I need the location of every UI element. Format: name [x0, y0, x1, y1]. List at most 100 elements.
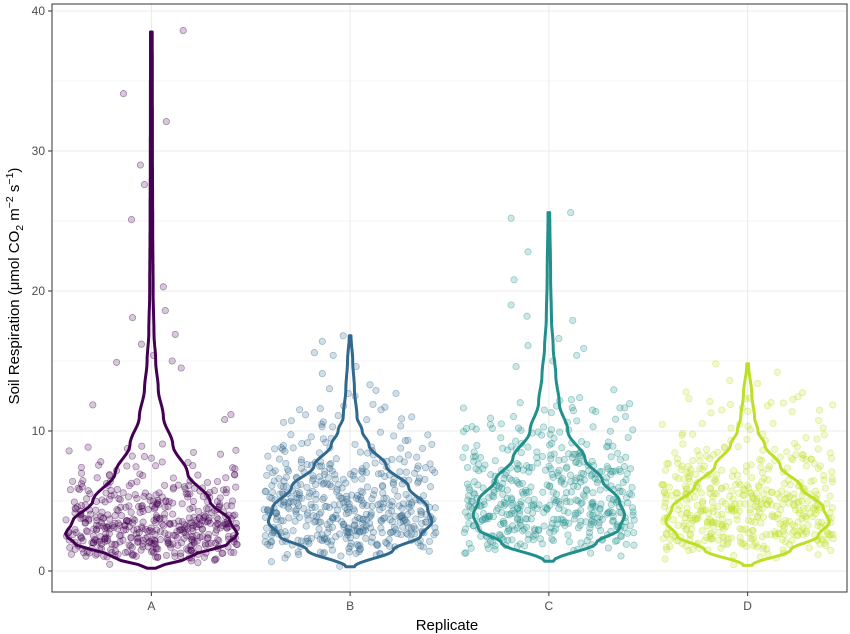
data-point	[221, 520, 230, 528]
data-point	[583, 440, 591, 448]
data-point	[231, 471, 239, 479]
data-point	[730, 507, 738, 515]
data-point	[184, 490, 192, 498]
data-point	[148, 527, 156, 536]
data-point	[351, 475, 359, 483]
data-point	[689, 430, 697, 438]
data-point	[405, 494, 413, 502]
data-point	[195, 520, 203, 529]
data-point	[707, 529, 715, 537]
data-point	[580, 476, 588, 484]
data-point	[703, 518, 711, 526]
data-point	[549, 488, 557, 496]
data-point	[727, 424, 735, 432]
data-point	[343, 492, 351, 500]
data-point	[319, 435, 327, 443]
data-point	[422, 518, 430, 526]
data-point	[311, 503, 319, 511]
data-point	[193, 531, 201, 540]
data-point	[106, 515, 114, 523]
data-point	[660, 488, 668, 496]
outlier-point	[754, 379, 762, 387]
data-point	[577, 539, 585, 547]
data-point	[323, 480, 332, 488]
data-point	[359, 515, 367, 523]
data-point	[410, 469, 419, 477]
data-point	[99, 522, 107, 530]
data-point	[98, 496, 106, 504]
data-point	[552, 497, 560, 505]
data-point	[113, 506, 121, 514]
data-point	[524, 535, 532, 543]
data-point	[816, 462, 824, 470]
data-point	[193, 520, 201, 528]
data-point	[268, 531, 276, 539]
data-point	[85, 515, 93, 523]
data-point	[576, 474, 584, 482]
data-point	[386, 516, 394, 524]
data-point	[603, 462, 611, 471]
data-point	[515, 480, 523, 488]
data-point	[169, 540, 177, 548]
data-point	[319, 418, 327, 426]
data-point	[607, 453, 615, 461]
data-point	[505, 526, 513, 534]
data-point	[77, 463, 85, 471]
data-point	[508, 522, 517, 530]
data-point	[227, 502, 236, 510]
data-point	[424, 431, 432, 439]
data-point	[591, 503, 599, 511]
data-point	[480, 497, 488, 506]
data-point	[543, 505, 551, 513]
data-point	[726, 492, 734, 500]
data-point	[133, 525, 141, 533]
data-point	[140, 453, 149, 461]
data-point	[560, 507, 568, 515]
data-point	[782, 519, 790, 527]
data-point	[502, 469, 510, 477]
outlier-point	[779, 399, 787, 407]
data-point	[101, 535, 109, 543]
data-point	[826, 492, 834, 500]
data-point	[312, 517, 320, 525]
data-point	[697, 489, 705, 497]
data-point	[621, 412, 630, 420]
data-point	[533, 448, 541, 456]
data-point	[816, 406, 824, 414]
data-point	[514, 504, 522, 512]
data-point	[728, 502, 736, 510]
data-point	[187, 546, 195, 554]
data-point	[212, 522, 220, 530]
data-point	[508, 501, 516, 510]
data-point	[564, 531, 572, 539]
data-point	[689, 516, 697, 525]
data-point	[673, 455, 681, 463]
data-point	[553, 469, 561, 477]
data-point	[229, 512, 237, 520]
data-point	[131, 516, 139, 524]
data-point	[211, 539, 219, 547]
data-point	[140, 492, 148, 500]
data-point	[156, 528, 164, 536]
data-point	[345, 500, 353, 508]
data-point	[736, 525, 744, 533]
data-point	[781, 495, 789, 503]
data-point	[216, 494, 224, 502]
data-point	[665, 483, 673, 491]
data-point	[277, 517, 285, 525]
data-point	[783, 490, 791, 498]
data-point	[827, 531, 835, 539]
data-point	[593, 479, 601, 487]
data-point	[725, 518, 733, 526]
data-point	[519, 466, 527, 474]
data-point	[264, 452, 272, 460]
data-point	[814, 518, 823, 526]
data-point	[70, 498, 78, 506]
data-point	[326, 461, 334, 469]
data-point	[546, 528, 554, 536]
data-point	[342, 534, 350, 542]
data-point	[698, 505, 706, 513]
data-point	[119, 536, 127, 544]
data-point	[329, 514, 337, 522]
data-point	[272, 516, 281, 524]
